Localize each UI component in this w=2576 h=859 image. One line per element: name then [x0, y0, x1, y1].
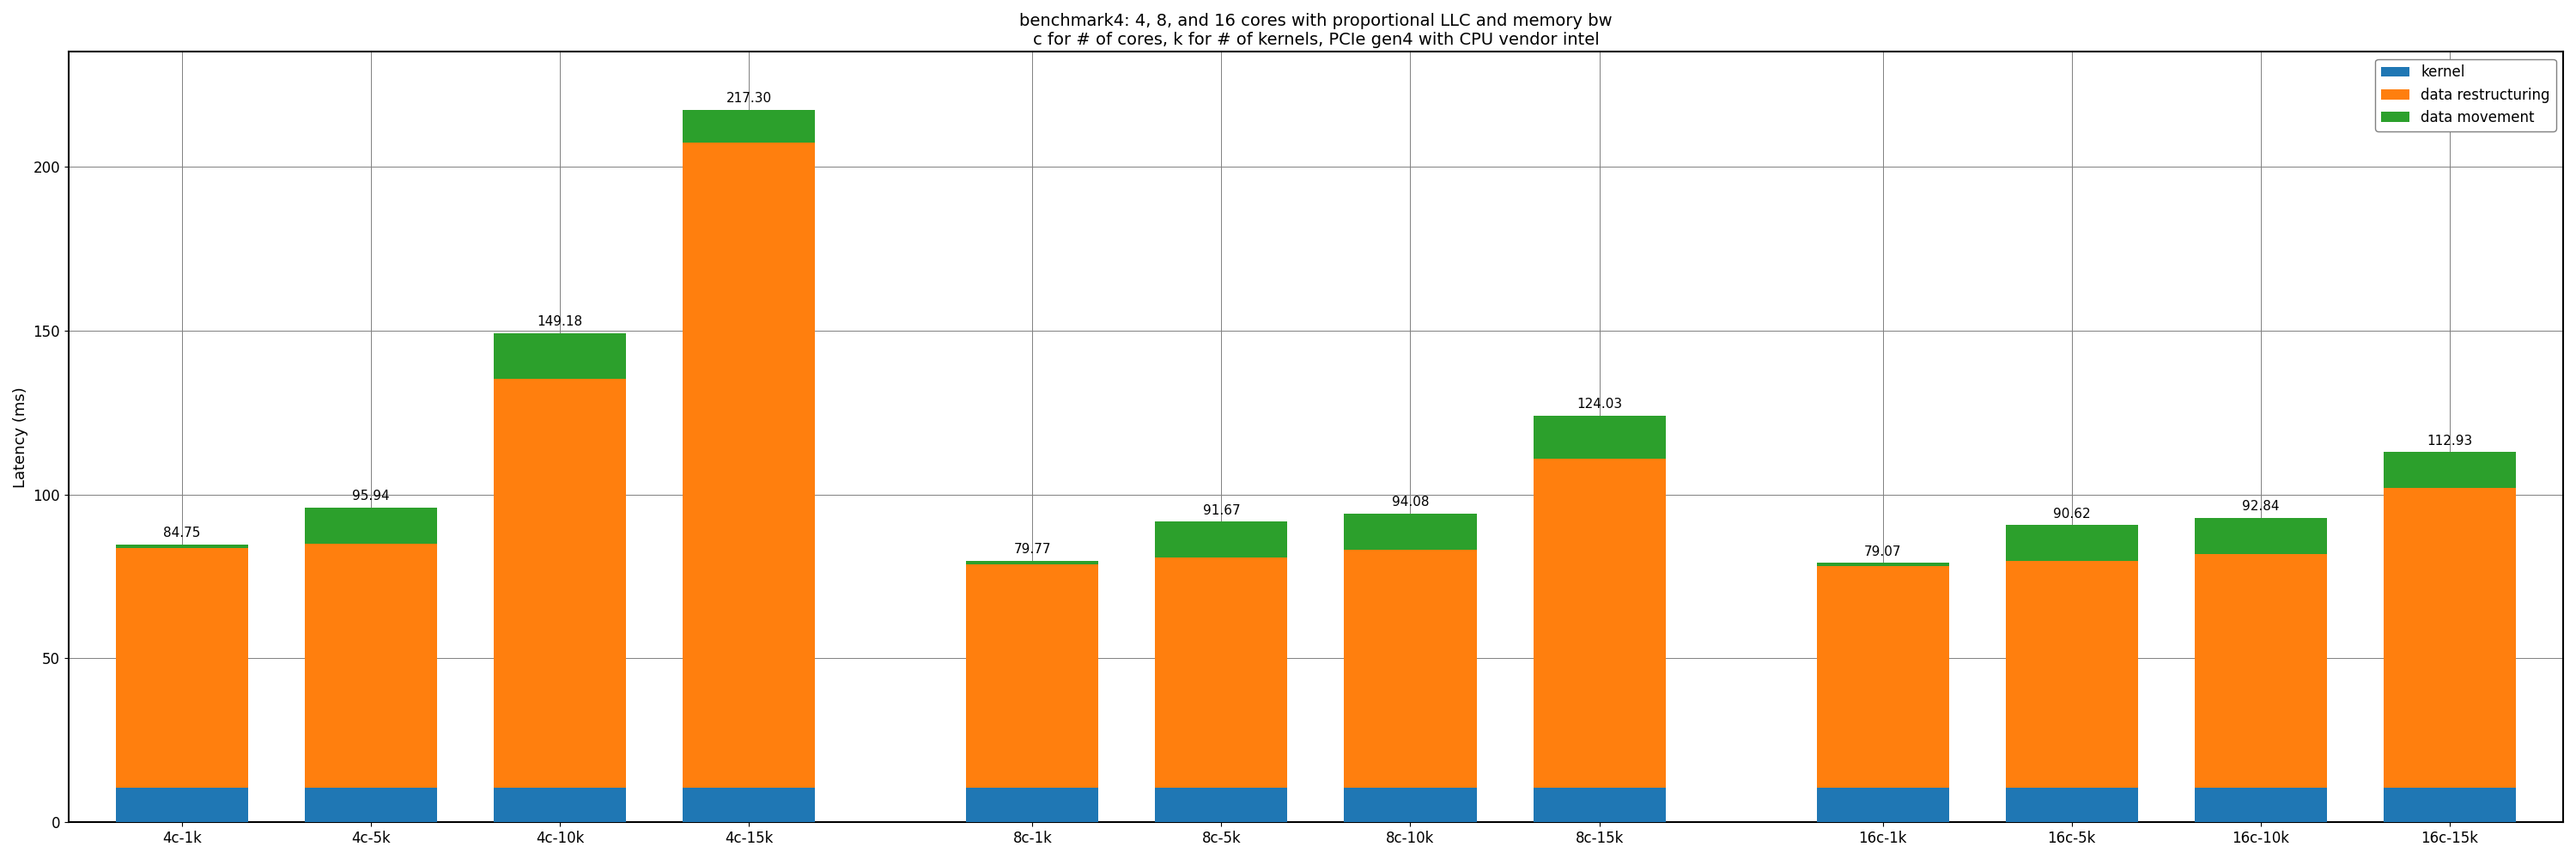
Bar: [116, 545, 247, 548]
Bar: [1533, 459, 1667, 788]
Bar: [683, 110, 814, 143]
Bar: [2383, 788, 2517, 822]
Bar: [2195, 518, 2326, 554]
Text: 79.07: 79.07: [1865, 545, 1901, 558]
Bar: [495, 788, 626, 822]
Text: 84.75: 84.75: [162, 527, 201, 539]
Bar: [1816, 563, 1950, 566]
Bar: [1533, 788, 1667, 822]
Bar: [304, 544, 438, 788]
Bar: [2383, 452, 2517, 488]
Y-axis label: Latency (ms): Latency (ms): [13, 387, 28, 488]
Bar: [1345, 550, 1476, 788]
Bar: [304, 788, 438, 822]
Bar: [2195, 554, 2326, 788]
Text: 217.30: 217.30: [726, 92, 773, 105]
Bar: [966, 561, 1097, 564]
Bar: [1816, 788, 1950, 822]
Text: 94.08: 94.08: [1391, 496, 1430, 509]
Bar: [1816, 566, 1950, 788]
Bar: [966, 788, 1097, 822]
Bar: [116, 548, 247, 788]
Bar: [495, 379, 626, 788]
Bar: [2007, 561, 2138, 788]
Bar: [1154, 521, 1288, 557]
Bar: [1154, 557, 1288, 788]
Bar: [1345, 788, 1476, 822]
Text: 95.94: 95.94: [353, 490, 389, 503]
Text: 149.18: 149.18: [538, 315, 582, 328]
Text: 112.93: 112.93: [2427, 435, 2473, 448]
Bar: [2007, 525, 2138, 561]
Text: 90.62: 90.62: [2053, 508, 2092, 521]
Bar: [2195, 788, 2326, 822]
Text: 91.67: 91.67: [1203, 504, 1239, 517]
Bar: [304, 508, 438, 544]
Text: 124.03: 124.03: [1577, 398, 1623, 411]
Bar: [1154, 788, 1288, 822]
Legend: kernel, data restructuring, data movement: kernel, data restructuring, data movemen…: [2375, 59, 2555, 131]
Bar: [683, 788, 814, 822]
Bar: [2007, 788, 2138, 822]
Bar: [1533, 416, 1667, 459]
Bar: [116, 788, 247, 822]
Bar: [966, 564, 1097, 788]
Bar: [1345, 514, 1476, 550]
Bar: [495, 333, 626, 379]
Bar: [683, 143, 814, 788]
Text: 79.77: 79.77: [1015, 543, 1051, 556]
Title: benchmark4: 4, 8, and 16 cores with proportional LLC and memory bw
c for # of co: benchmark4: 4, 8, and 16 cores with prop…: [1020, 13, 1613, 48]
Text: 92.84: 92.84: [2241, 500, 2280, 513]
Bar: [2383, 488, 2517, 788]
